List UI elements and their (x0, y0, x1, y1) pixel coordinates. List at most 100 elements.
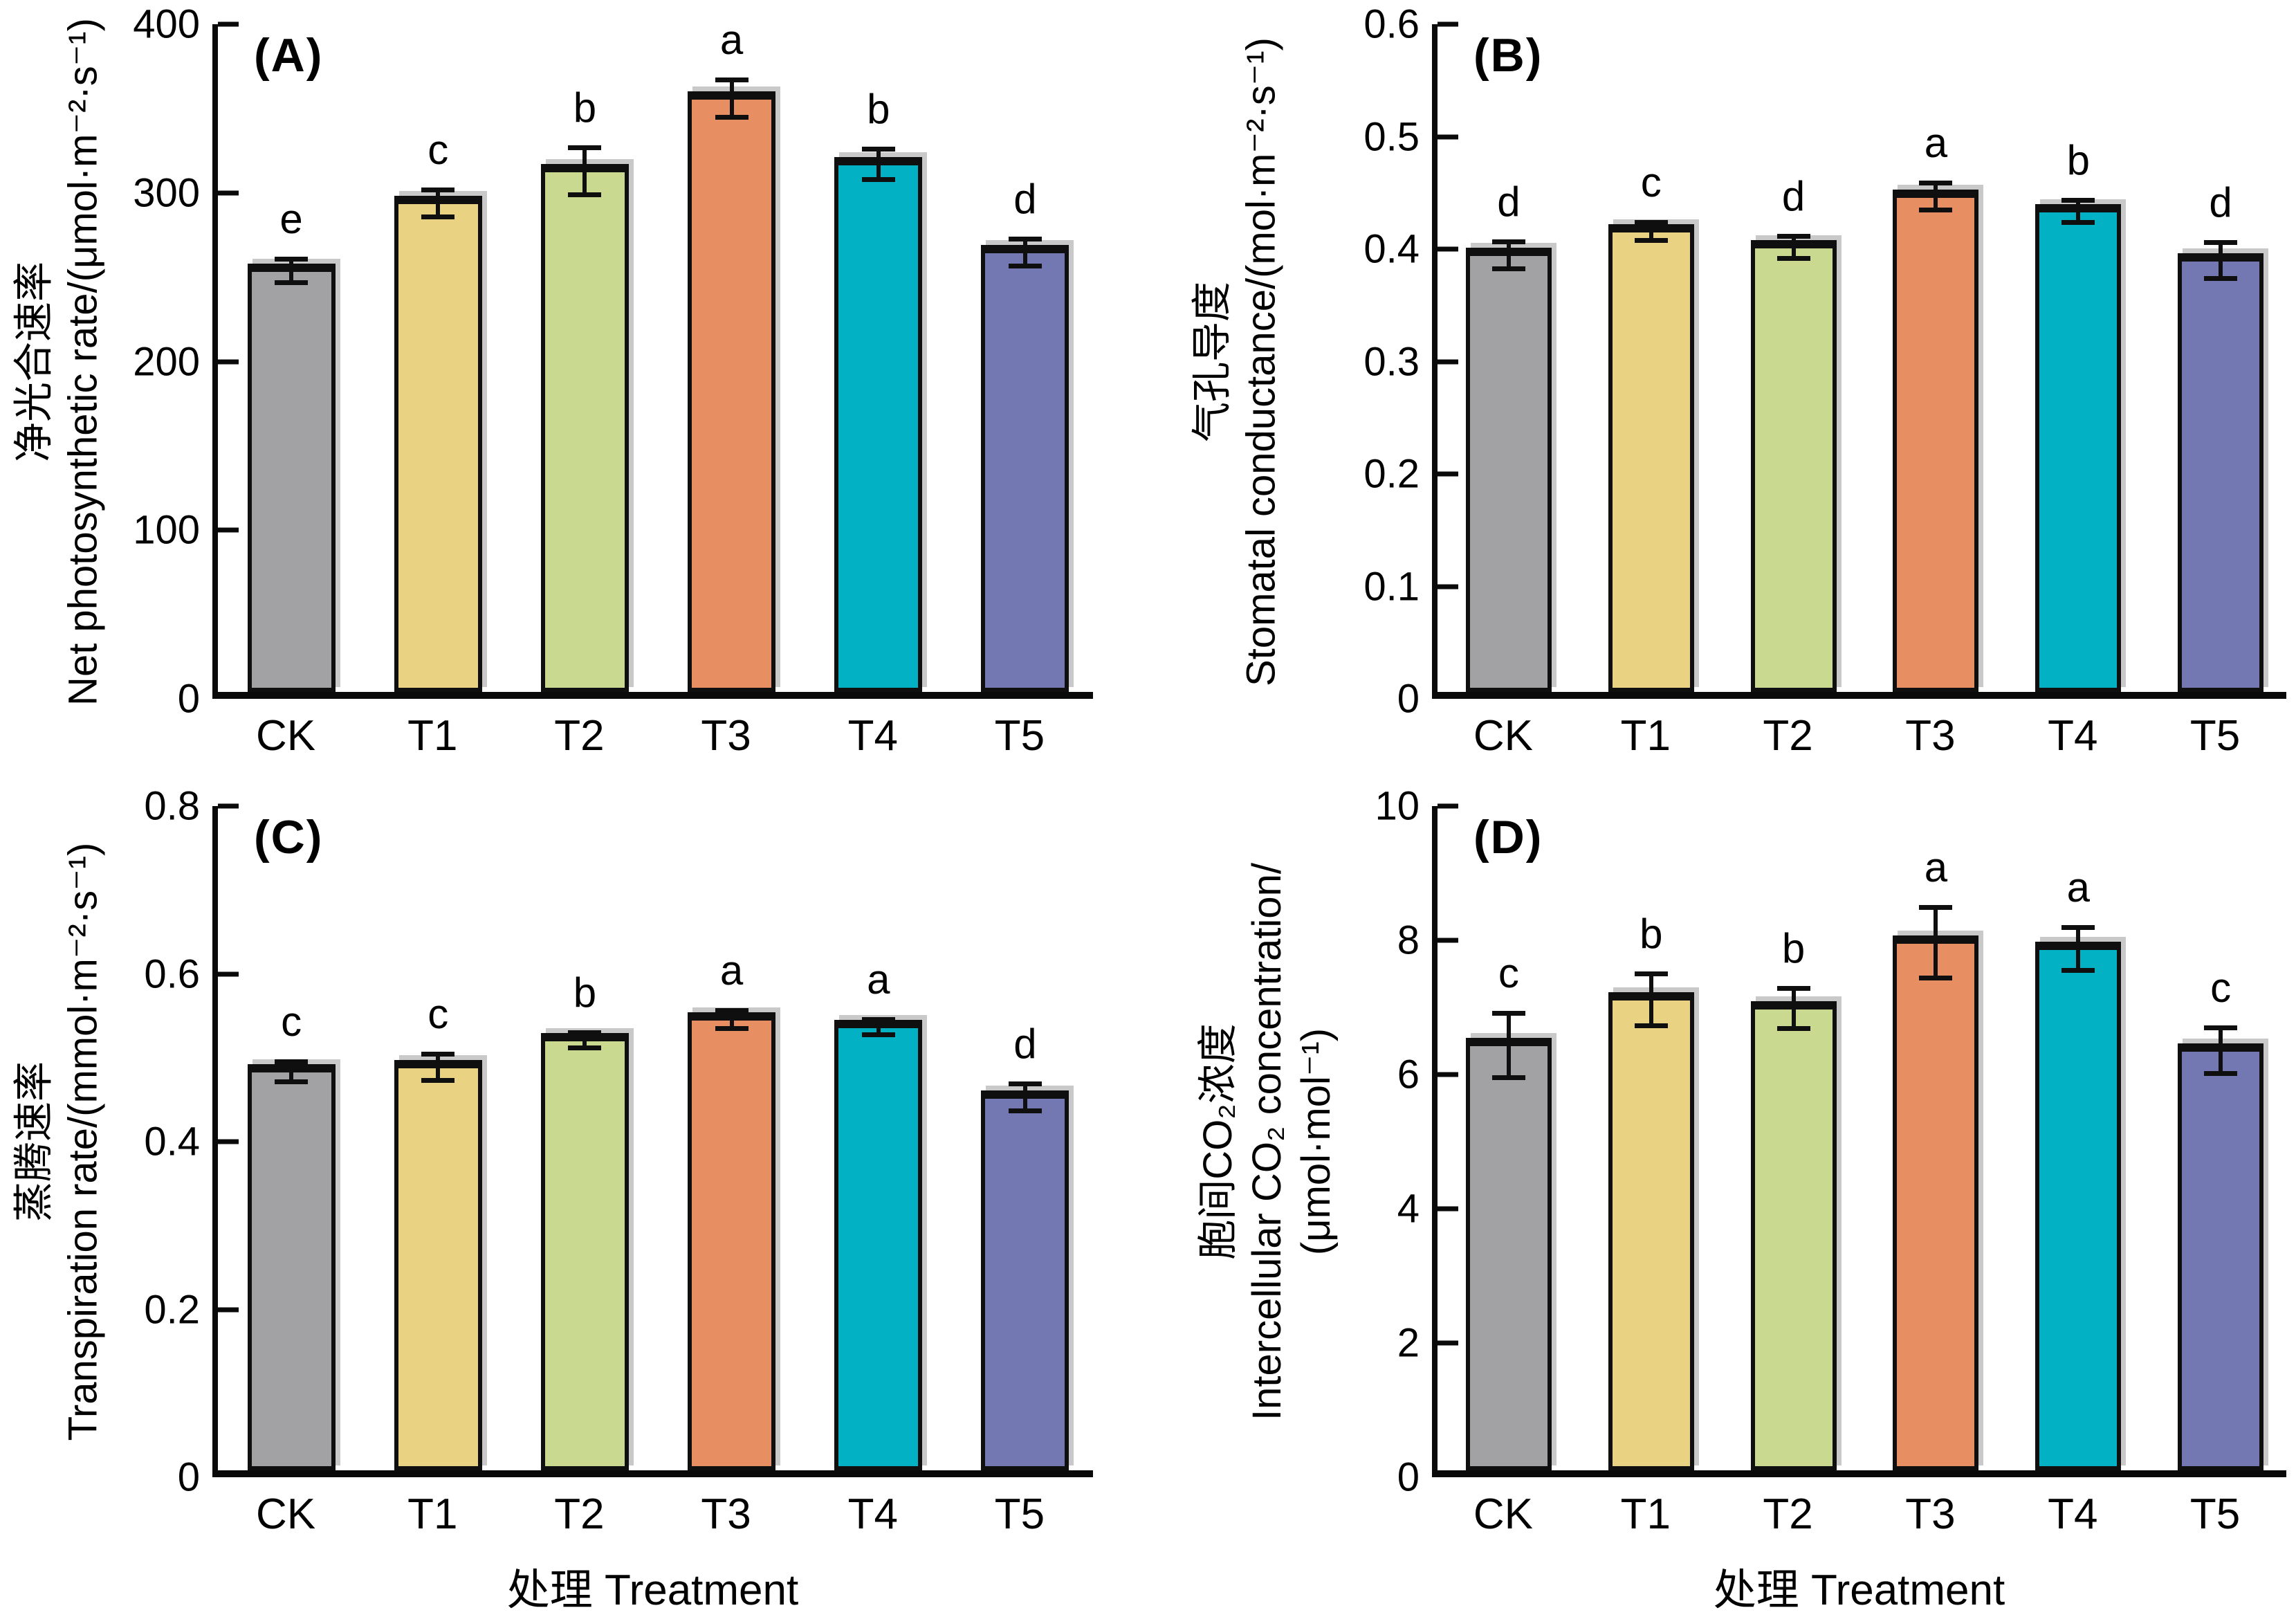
y-tick-label: 0.5 (1363, 114, 1420, 159)
y-tick-mark (1438, 134, 1458, 139)
y-axis-title-line: (μmol·mol⁻¹) (1293, 1027, 1339, 1256)
bar-t4 (834, 1019, 922, 1470)
bar-ck (1466, 248, 1552, 692)
panel-a-net-photosynthetic-rate: 净光合速率 Net photosynthetic rate/(μmol·m⁻²·s… (0, 0, 1148, 794)
error-bar (876, 1018, 881, 1034)
bar-t2 (1751, 239, 1837, 692)
significance-letter: e (279, 195, 303, 242)
bar-ck (248, 263, 336, 692)
y-tick-label: 4 (1397, 1186, 1420, 1232)
y-tick-label: 0.4 (144, 1119, 200, 1164)
error-bar-cap (421, 1078, 455, 1084)
significance-letter: a (719, 947, 744, 994)
error-bar (1934, 906, 1938, 978)
error-bar-cap (1008, 1081, 1042, 1087)
error-bar-cap (1634, 1023, 1668, 1029)
error-bar-cap (1919, 208, 1953, 213)
x-tick-label: CK (1473, 712, 1533, 760)
error-bar-cap (1776, 233, 1810, 239)
y-tick-mark (1438, 246, 1458, 252)
y-tick-mark (1438, 938, 1458, 943)
plot-area: (A) 0 100 200 300 400 e c b a b d (133, 2, 1093, 722)
x-tick-label: T2 (554, 1490, 605, 1538)
significance-letter: c (428, 990, 449, 1037)
error-bar-cap (861, 177, 895, 183)
error-bar (1506, 241, 1511, 268)
error-bar-cap (1919, 904, 1953, 910)
y-axis-title: 净光合速率 Net photosynthetic rate/(μmol·m⁻²·s… (10, 18, 108, 706)
bar-t5 (981, 245, 1069, 692)
plot-area: (C) 0 0.2 0.4 0.6 0.8 c c b a a d (144, 784, 1093, 1500)
error-bar-cap (275, 256, 309, 262)
significance-letter: a (2066, 864, 2090, 911)
y-axis-title: 胞间CO₂浓度 Intercellular CO₂ concentration/(… (1194, 863, 1341, 1420)
error-bar-cap (275, 280, 309, 285)
bar-t5 (981, 1090, 1069, 1470)
error-bar (876, 149, 881, 180)
significance-letter: c (1498, 949, 1519, 996)
y-tick-mark (218, 971, 239, 976)
y-tick-mark (218, 527, 239, 533)
x-tick-label: T3 (1905, 1490, 1956, 1538)
y-tick-label: 0.3 (1363, 339, 1420, 384)
y-axis-title-line: 蒸腾速率 (11, 1061, 57, 1223)
error-bar (1648, 222, 1653, 240)
y-tick-mark (1438, 21, 1458, 27)
significance-letter: c (281, 998, 302, 1045)
y-tick-label: 6 (1397, 1052, 1420, 1097)
bar-t4 (834, 157, 922, 692)
bar-t3 (688, 91, 775, 692)
significance-letter: b (2066, 136, 2090, 183)
bar-t4 (2035, 203, 2121, 692)
error-bar-cap (275, 1059, 309, 1064)
bar-t3 (1893, 935, 1978, 1470)
error-bar-cap (715, 77, 749, 83)
plot-area: (D) 0 2 4 6 8 10 c b b a a c (1375, 784, 2286, 1500)
error-bar-cap (861, 1032, 895, 1037)
y-axis-title: 气孔导度 Stomatal conductance/(mol·m⁻²·s⁻¹) (1188, 37, 1286, 686)
error-bar (2076, 926, 2081, 970)
error-bar (582, 147, 587, 195)
panel-tag: (C) (254, 811, 324, 864)
panel-d-intercellular-co2: 胞间CO₂浓度 Intercellular CO₂ concentration/(… (1148, 784, 2296, 1614)
error-bar (2076, 199, 2081, 222)
error-bar-cap (715, 115, 749, 120)
y-axis-title-line: Net photosynthetic rate/(μmol·m⁻²·s⁻¹) (60, 17, 105, 706)
y-tick-mark (1438, 1072, 1458, 1077)
y-tick-mark (1438, 1206, 1458, 1212)
y-tick-label: 200 (133, 339, 200, 384)
significance-letter: b (573, 84, 597, 131)
y-tick-label: 400 (133, 1, 200, 47)
error-bar-cap (2061, 197, 2095, 203)
y-tick-label: 0 (1397, 1454, 1420, 1500)
error-bar-cap (568, 192, 602, 198)
significance-letter: d (1781, 172, 1806, 219)
error-bar (582, 1032, 587, 1048)
y-axis-title-line: Intercellular CO₂ concentration/ (1244, 863, 1289, 1420)
error-bar-cap (568, 145, 602, 150)
plot-area: (B) 0 0.1 0.2 0.3 0.4 0.5 0.6 d c d a b d (1363, 2, 2286, 722)
error-bar-cap (1634, 220, 1668, 225)
x-tick-label: T5 (2189, 712, 2241, 760)
bar-t2 (541, 1033, 629, 1470)
y-tick-mark (218, 21, 239, 27)
significance-letter: b (867, 86, 890, 133)
bar-t2 (541, 164, 629, 692)
x-tick-label: CK (256, 1490, 316, 1538)
x-tick-label: T1 (1620, 1490, 1671, 1538)
y-tick-label: 0.6 (144, 951, 200, 996)
y-tick-label: 0.6 (1363, 1, 1420, 47)
error-bar-cap (1008, 236, 1042, 241)
y-axis-title-line: 胞间CO₂浓度 (1195, 1023, 1240, 1260)
error-bar-cap (715, 1026, 749, 1032)
error-bar-cap (421, 214, 455, 219)
error-bar-cap (1491, 239, 1525, 244)
y-tick-label: 0.2 (144, 1287, 200, 1332)
error-bar-cap (1491, 1075, 1525, 1080)
significance-letter: b (1640, 910, 1663, 957)
significance-letter: d (1497, 178, 1521, 225)
y-tick-mark (1438, 803, 1458, 809)
panel-tag: (A) (254, 29, 324, 82)
error-bar-cap (2061, 220, 2095, 225)
